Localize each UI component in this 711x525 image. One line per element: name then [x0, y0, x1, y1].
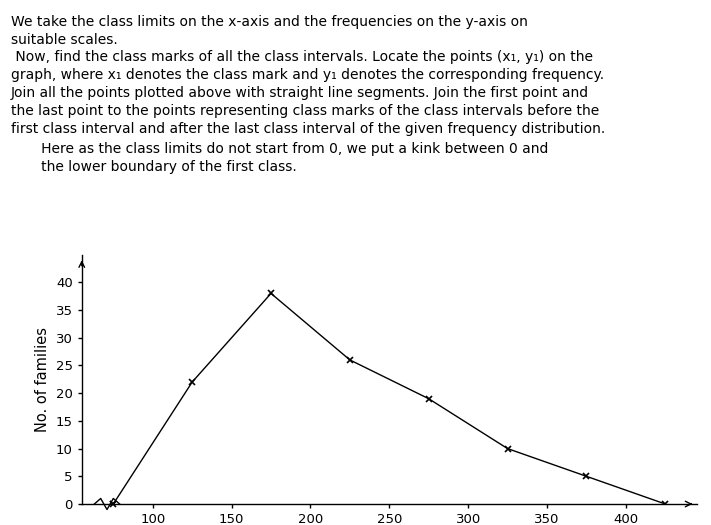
Text: the lower boundary of the first class.: the lower boundary of the first class. [28, 160, 297, 174]
Text: Here as the class limits do not start from 0, we put a kink between 0 and: Here as the class limits do not start fr… [28, 142, 549, 156]
Y-axis label: No. of families: No. of families [35, 327, 50, 432]
Text: We take the class limits on the x-axis and the frequencies on the y-axis on
suit: We take the class limits on the x-axis a… [11, 15, 605, 136]
